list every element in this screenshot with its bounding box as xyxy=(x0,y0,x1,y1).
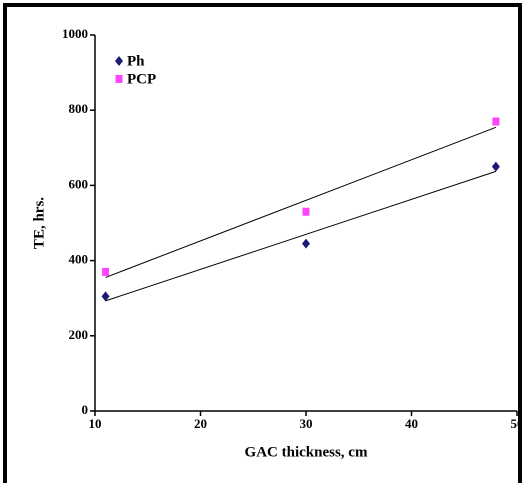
trend-line xyxy=(105,126,497,278)
y-tick-label: 200 xyxy=(69,327,89,342)
y-tick-label: 1000 xyxy=(62,26,88,41)
x-tick-label: 10 xyxy=(89,416,102,431)
y-tick-label: 600 xyxy=(69,176,89,191)
frame xyxy=(3,3,522,483)
legend-marker xyxy=(115,75,123,83)
point xyxy=(102,267,110,276)
point xyxy=(101,291,110,302)
x-tick-label: 30 xyxy=(300,416,313,431)
trend-line xyxy=(105,170,497,302)
y-axis-title: TE, hrs. xyxy=(31,197,47,249)
x-axis-title: GAC thickness, cm xyxy=(245,444,368,460)
y-tick-label: 800 xyxy=(69,101,89,116)
y-tick-label: 400 xyxy=(69,252,89,267)
point xyxy=(492,117,500,126)
legend-label: PCP xyxy=(127,71,156,87)
x-tick-label: 50 xyxy=(511,416,522,431)
point xyxy=(302,207,310,216)
point xyxy=(302,238,310,249)
legend-label: Ph xyxy=(127,53,145,69)
legend-marker xyxy=(115,56,123,66)
point xyxy=(491,161,500,172)
y-tick-label: 0 xyxy=(82,402,89,417)
x-tick-label: 40 xyxy=(405,416,418,431)
x-tick-label: 20 xyxy=(194,416,207,431)
